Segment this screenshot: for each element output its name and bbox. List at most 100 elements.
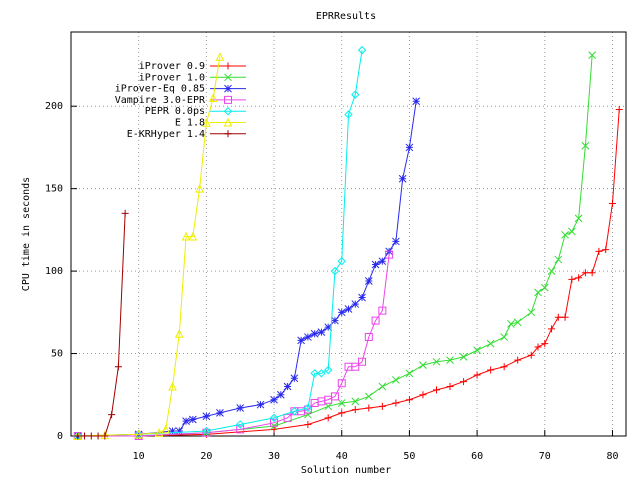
data-point [534,288,542,297]
data-point [365,404,373,412]
data-point [419,361,427,369]
data-point [330,392,339,401]
data-point [527,351,535,359]
data-point [371,260,380,269]
data-point [290,374,299,383]
data-point [337,308,346,317]
data-point [304,333,312,341]
data-point [344,110,353,119]
y-tick-label: 200 [45,101,63,112]
data-point [338,409,346,417]
data-point [405,396,413,404]
data-point [378,382,387,391]
data-point [358,293,366,302]
data-point [236,425,245,434]
data-point [473,371,481,379]
legend-marker [224,95,232,104]
series-line [77,50,363,437]
data-point [513,318,522,327]
data-point [500,363,508,371]
data-point [290,407,299,416]
data-point [398,174,407,183]
data-point [310,329,319,338]
data-point [310,399,319,408]
y-tick-label: 50 [51,349,63,360]
data-point [270,425,278,433]
legend-marker [223,117,233,127]
x-tick-label: 50 [403,451,415,462]
data-point [74,432,82,440]
data-point [324,414,332,422]
data-point [337,379,346,388]
data-point [351,300,360,308]
data-point [446,356,454,365]
x-tick-label: 60 [471,451,483,462]
data-point [175,427,184,435]
legend-label: E 1.8 [175,118,205,129]
data-point [182,417,190,426]
data-point [507,320,515,328]
x-tick-label: 10 [133,451,145,462]
legend-marker [223,106,233,116]
y-axis-label: CPU time in seconds [21,177,32,291]
series-line [77,56,221,437]
data-point [378,257,387,266]
data-point [554,255,563,264]
data-point [168,427,177,435]
data-point [459,352,468,361]
data-point [134,429,143,439]
data-point [568,227,576,236]
plot-frame [70,31,627,437]
data-point [351,406,359,414]
data-point [588,51,597,59]
data-point [121,209,129,217]
data-point [276,390,285,399]
data-point [337,399,346,407]
legend-marker [224,62,232,70]
x-tick-label: 80 [606,451,618,462]
data-point [297,336,305,345]
y-tick-label: 0 [57,431,63,442]
data-point [547,267,556,275]
data-point [378,402,386,410]
data-point [364,277,373,285]
data-point [392,237,400,246]
data-point [304,420,312,428]
y-tick-label: 150 [45,184,63,195]
data-point [202,426,211,436]
data-point [330,266,340,276]
data-point [337,257,346,266]
data-point [351,397,360,406]
data-point [588,269,596,277]
data-point [235,420,245,429]
data-point [168,381,177,391]
data-point [283,413,292,422]
legend-label: iProver 1.0 [139,72,205,83]
data-point [161,424,171,434]
data-point [283,382,292,391]
chart-title: EPRResults [316,11,376,22]
data-point [174,329,184,338]
data-point [561,230,569,239]
legend-marker [224,73,232,82]
data-point [195,184,204,193]
data-point [323,365,333,375]
legend-marker [224,84,232,93]
series-line [77,254,390,437]
data-point [324,395,333,404]
data-point [188,415,197,424]
data-point [94,432,102,440]
legend-label: iProver 0.9 [139,61,205,72]
data-point [181,231,191,241]
legend-marker [224,130,232,138]
data-point [405,369,414,378]
data-point [581,141,590,150]
data-point [487,366,495,374]
y-tick-label: 100 [45,266,63,277]
legend-label: E-KRHyper 1.4 [127,129,205,140]
data-point [310,369,319,378]
data-point [378,306,387,315]
data-point [574,214,583,223]
